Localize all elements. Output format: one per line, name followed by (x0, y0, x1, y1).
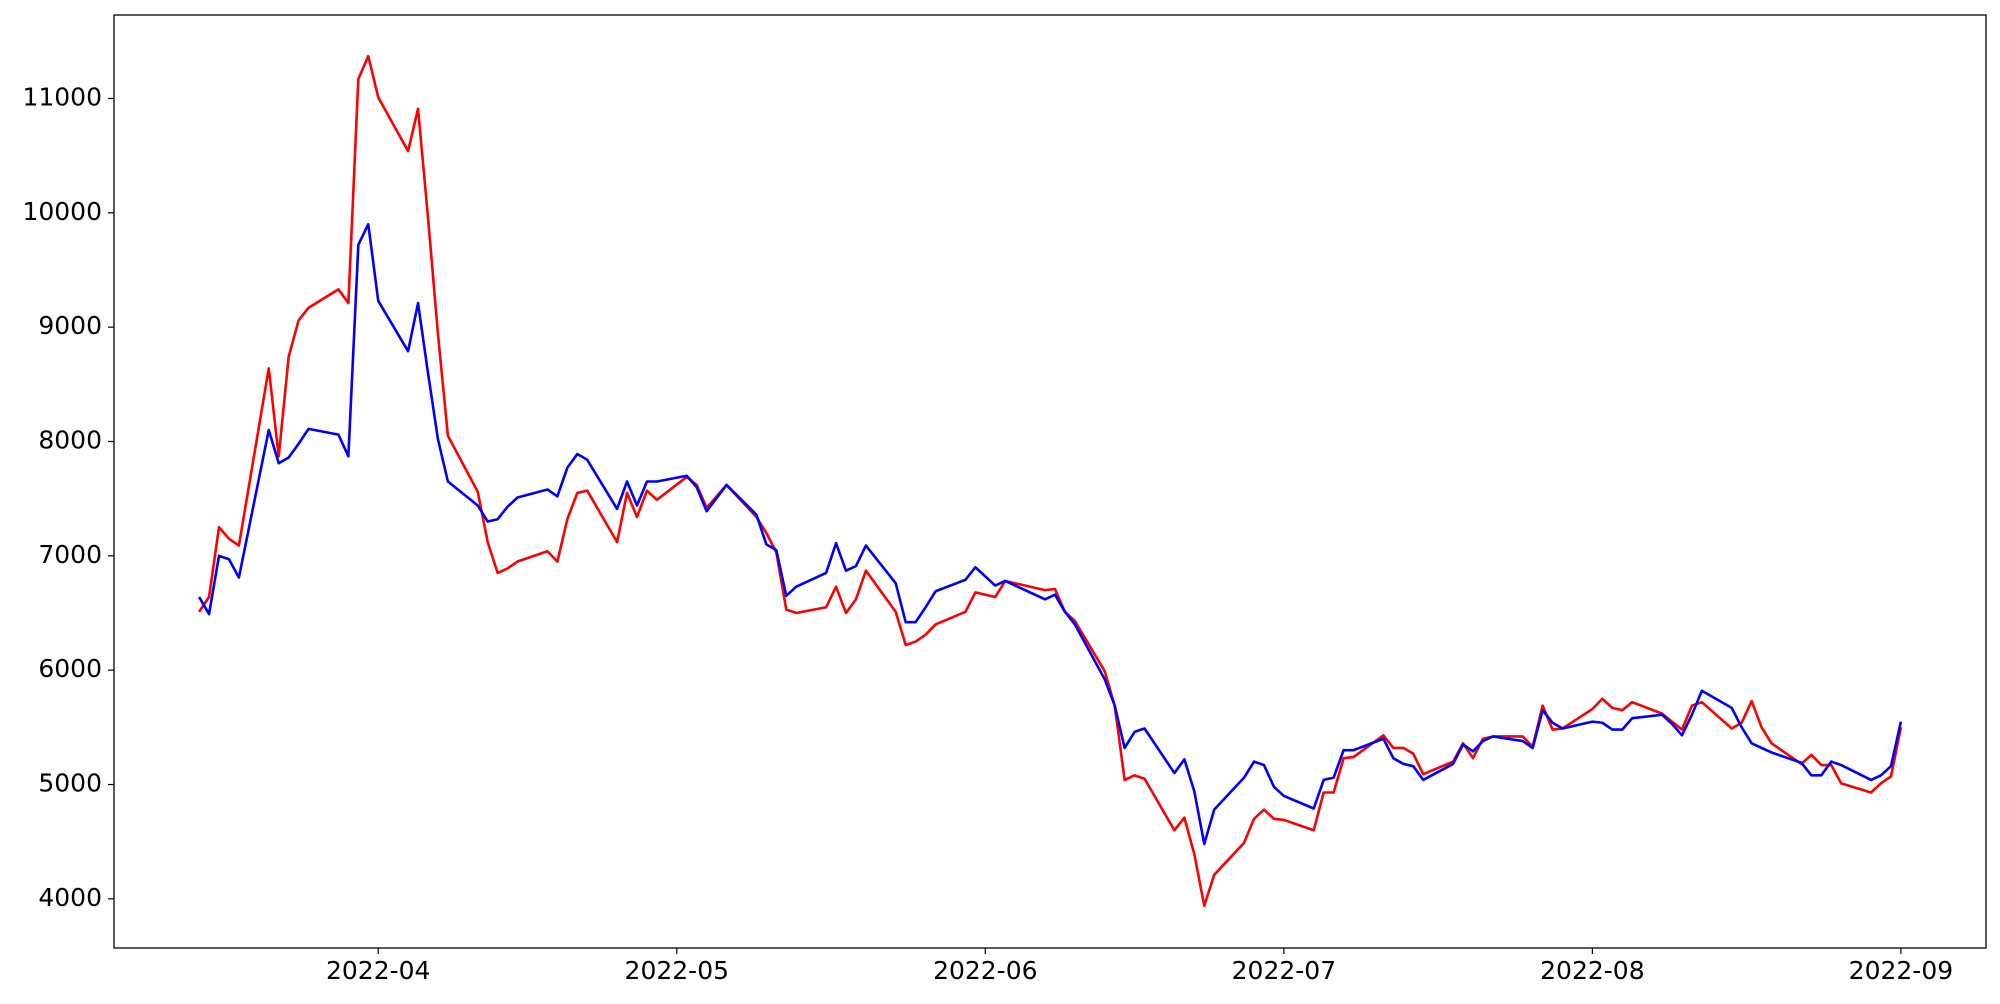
y-tick-label: 7000 (38, 540, 102, 569)
x-tick-label: 2022-04 (326, 956, 430, 985)
y-tick-label: 11000 (22, 82, 102, 111)
x-tick-label: 2022-06 (933, 956, 1037, 985)
y-tick-label: 8000 (38, 425, 102, 454)
data-line (198, 54, 1903, 907)
plot-frame (113, 14, 1987, 949)
x-tick-label: 2022-08 (1540, 956, 1644, 985)
x-tick-label: 2022-09 (1849, 956, 1953, 985)
data-line (197, 222, 1903, 846)
x-tick-label: 2022-07 (1232, 956, 1336, 985)
y-tick-label: 4000 (38, 883, 102, 912)
y-tick-label: 5000 (38, 768, 102, 797)
y-tick-label: 6000 (38, 654, 102, 683)
x-tick-label: 2022-05 (625, 956, 729, 985)
y-tick-label: 10000 (22, 197, 102, 226)
y-tick-label: 9000 (38, 311, 102, 340)
